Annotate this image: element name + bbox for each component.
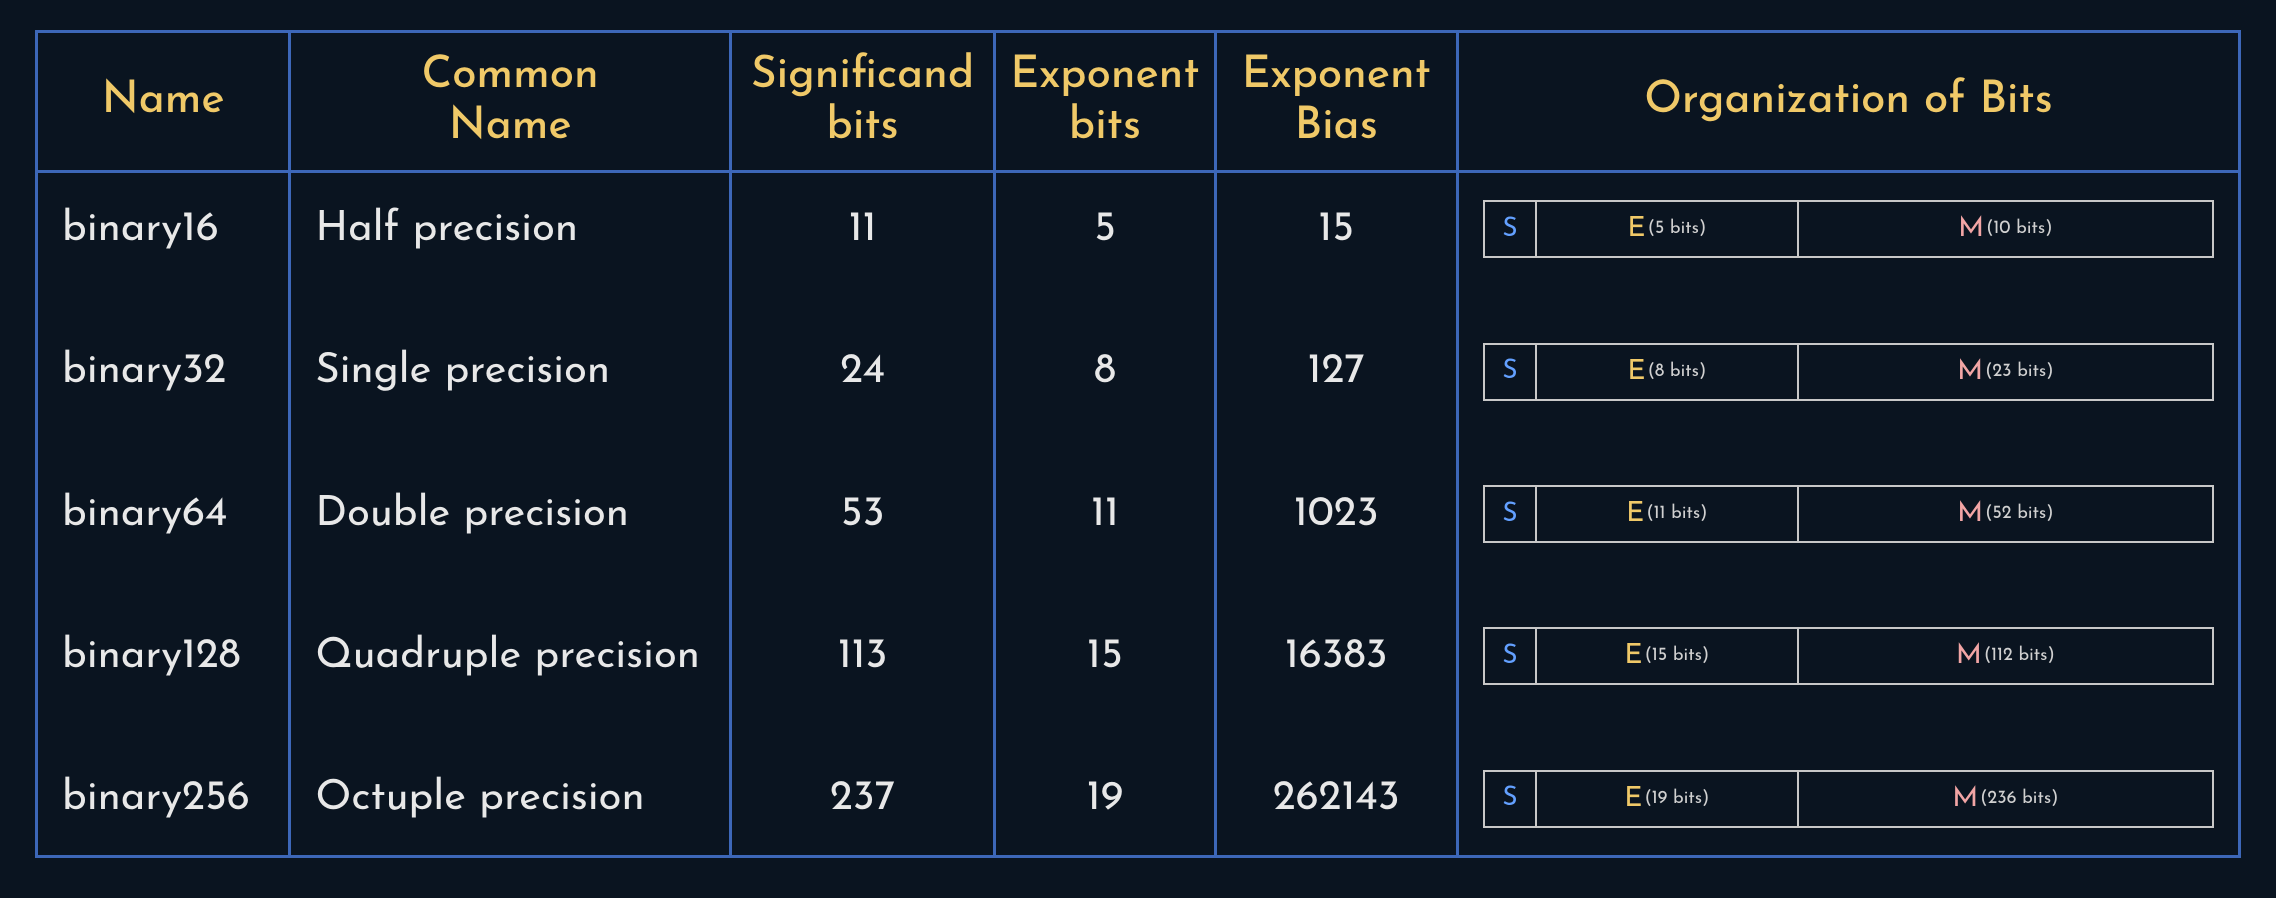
bits-diagram: S E (5 bits) M (10 bits) [1483, 200, 2214, 258]
exponent-segment: E (11 bits) [1537, 487, 1799, 541]
cell-org: S E (5 bits) M (10 bits) [1457, 172, 2239, 857]
name-value: binary32 [62, 332, 264, 412]
bits-row: S E (5 bits) M (10 bits) [1483, 189, 2214, 269]
mantissa-segment: M (112 bits) [1799, 629, 2212, 683]
cell-bias: 15 127 1023 16383 262143 [1215, 172, 1457, 857]
name-value: binary128 [62, 616, 264, 696]
cell-name: binary16 binary32 binary64 binary128 bin… [37, 172, 290, 857]
significand-value: 113 [756, 616, 969, 696]
col-header-exponent: Exponentbits [995, 32, 1215, 172]
exponent-segment: E (5 bits) [1537, 202, 1799, 256]
exponent-value: 11 [1020, 474, 1189, 554]
col-header-common: CommonName [290, 32, 731, 172]
bias-value: 15 [1241, 189, 1432, 269]
significand-value: 53 [756, 474, 969, 554]
name-value: binary256 [62, 759, 264, 839]
col-header-bias: ExponentBias [1215, 32, 1457, 172]
sign-segment: S [1485, 202, 1537, 256]
exponent-value: 19 [1020, 759, 1189, 839]
cell-common: Half precision Single precision Double p… [290, 172, 731, 857]
common-value: Double precision [315, 474, 705, 554]
exponent-label: E [1624, 642, 1642, 670]
mantissa-segment: M (52 bits) [1799, 487, 2212, 541]
common-value: Half precision [315, 189, 705, 269]
col-header-org: Organization of Bits [1457, 32, 2239, 172]
mantissa-label: M [1957, 358, 1983, 386]
mantissa-label: M [1952, 785, 1978, 813]
exponent-value: 15 [1020, 616, 1189, 696]
exponent-label: E [1626, 500, 1644, 528]
common-value: Quadruple precision [315, 616, 705, 696]
exponent-value: 5 [1020, 189, 1189, 269]
exponent-sub: (15 bits) [1645, 647, 1710, 665]
exponent-sub: (19 bits) [1644, 790, 1709, 808]
exponent-sub: (8 bits) [1648, 363, 1707, 381]
bias-value: 262143 [1241, 759, 1432, 839]
mantissa-label: M [1958, 215, 1984, 243]
exponent-sub: (11 bits) [1646, 505, 1707, 523]
sign-segment: S [1485, 487, 1537, 541]
bits-row: S E (19 bits) M (236 bits) [1483, 759, 2214, 839]
table-header-row: Name CommonName Significandbits Exponent… [37, 32, 2240, 172]
exponent-label: E [1627, 215, 1645, 243]
bits-diagram: S E (11 bits) M (52 bits) [1483, 485, 2214, 543]
mantissa-segment: M (10 bits) [1799, 202, 2212, 256]
mantissa-label: M [1956, 642, 1982, 670]
bits-row: S E (8 bits) M (23 bits) [1483, 332, 2214, 412]
common-value: Single precision [315, 332, 705, 412]
mantissa-sub: (23 bits) [1985, 363, 2054, 381]
bias-value: 127 [1241, 332, 1432, 412]
exponent-sub: (5 bits) [1648, 220, 1707, 238]
bits-diagram: S E (8 bits) M (23 bits) [1483, 343, 2214, 401]
exponent-segment: E (8 bits) [1537, 345, 1799, 399]
cell-significand: 11 24 53 113 237 [730, 172, 994, 857]
exponent-label: E [1624, 785, 1642, 813]
float-formats-table: Name CommonName Significandbits Exponent… [35, 30, 2241, 858]
mantissa-segment: M (236 bits) [1799, 772, 2212, 826]
mantissa-label: M [1957, 500, 1983, 528]
exponent-label: E [1627, 358, 1645, 386]
exponent-segment: E (19 bits) [1537, 772, 1799, 826]
bits-diagram: S E (19 bits) M (236 bits) [1483, 770, 2214, 828]
sign-segment: S [1485, 772, 1537, 826]
significand-value: 237 [756, 759, 969, 839]
sign-segment: S [1485, 629, 1537, 683]
bits-row: S E (15 bits) M (112 bits) [1483, 616, 2214, 696]
mantissa-segment: M (23 bits) [1799, 345, 2212, 399]
bits-diagram: S E (15 bits) M (112 bits) [1483, 627, 2214, 685]
mantissa-sub: (236 bits) [1980, 790, 2058, 808]
bias-value: 16383 [1241, 616, 1432, 696]
col-header-name: Name [37, 32, 290, 172]
name-value: binary64 [62, 474, 264, 554]
sign-segment: S [1485, 345, 1537, 399]
bias-value: 1023 [1241, 474, 1432, 554]
significand-value: 24 [756, 332, 969, 412]
mantissa-sub: (52 bits) [1985, 505, 2054, 523]
name-value: binary16 [62, 189, 264, 269]
col-header-significand: Significandbits [730, 32, 994, 172]
cell-exponent: 5 8 11 15 19 [995, 172, 1215, 857]
exponent-segment: E (15 bits) [1537, 629, 1799, 683]
exponent-value: 8 [1020, 332, 1189, 412]
common-value: Octuple precision [315, 759, 705, 839]
mantissa-sub: (112 bits) [1984, 647, 2055, 665]
mantissa-sub: (10 bits) [1986, 220, 2052, 238]
table-body-row: binary16 binary32 binary64 binary128 bin… [37, 172, 2240, 857]
significand-value: 11 [756, 189, 969, 269]
bits-row: S E (11 bits) M (52 bits) [1483, 474, 2214, 554]
